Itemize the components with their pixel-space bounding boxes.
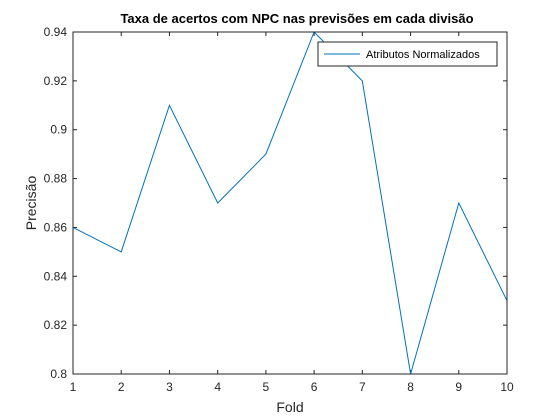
x-tick-label: 9 bbox=[455, 380, 462, 394]
x-tick-label: 7 bbox=[359, 380, 366, 394]
series-line-atributos-normalizados bbox=[72, 31, 508, 375]
y-axis-ticks: 0.8 0.82 0.84 0.86 0.88 0.9 0.92 0.94 bbox=[44, 25, 507, 381]
x-tick-label: 1 bbox=[70, 380, 77, 394]
chart-title: Taxa de acertos com NPC nas previsões em… bbox=[120, 11, 473, 26]
x-tick-label: 10 bbox=[500, 380, 514, 394]
y-tick-label: 0.8 bbox=[50, 367, 67, 381]
x-tick-label: 4 bbox=[214, 380, 221, 394]
x-tick-label: 5 bbox=[263, 380, 270, 394]
x-tick-label: 8 bbox=[407, 380, 414, 394]
y-tick-label: 0.88 bbox=[44, 172, 68, 186]
legend: Atributos Normalizados bbox=[317, 41, 498, 67]
plot-area-box bbox=[72, 31, 508, 375]
y-tick-label: 0.86 bbox=[44, 220, 68, 234]
y-tick-label: 0.92 bbox=[44, 74, 68, 88]
x-tick-label: 6 bbox=[311, 380, 318, 394]
x-axis-label: Fold bbox=[276, 399, 303, 415]
plot-area-background bbox=[73, 32, 507, 374]
x-tick-label: 2 bbox=[118, 380, 125, 394]
y-axis-label: Precisão bbox=[23, 176, 39, 231]
y-tick-label: 0.82 bbox=[44, 318, 68, 332]
x-tick-label: 3 bbox=[166, 380, 173, 394]
y-tick-label: 0.94 bbox=[44, 25, 68, 39]
y-tick-label: 0.84 bbox=[44, 269, 68, 283]
legend-entry-atributos-normalizados: Atributos Normalizados bbox=[366, 49, 480, 61]
y-tick-label: 0.9 bbox=[50, 123, 67, 137]
